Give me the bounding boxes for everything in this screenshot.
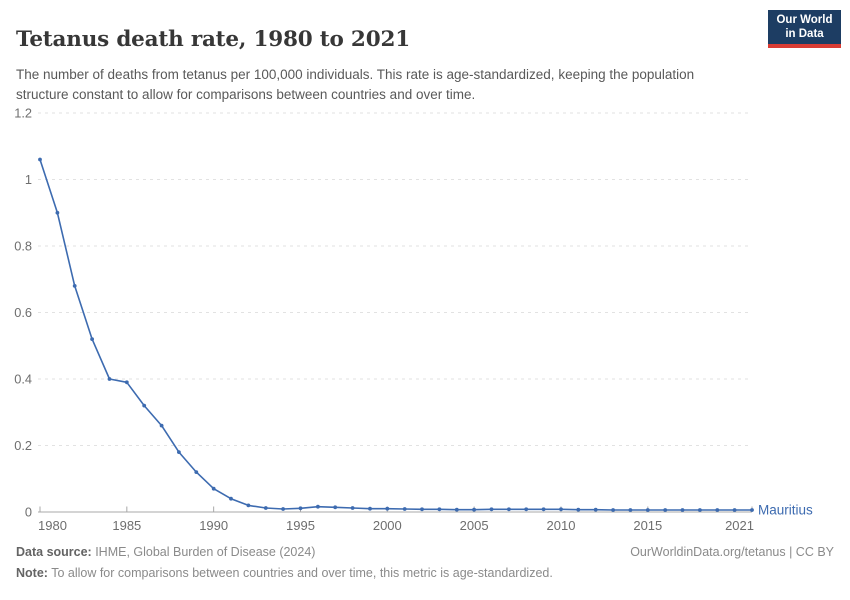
x-tick-label: 2005 [460,518,489,533]
y-tick-label: 0.8 [14,239,32,254]
x-tick-label: 2000 [373,518,402,533]
page-title: Tetanus death rate, 1980 to 2021 [16,27,410,53]
y-axis-labels: 0 0.2 0.4 0.6 0.8 1 1.2 [14,106,32,520]
data-point[interactable] [142,403,147,408]
data-point[interactable] [472,507,476,512]
data-point[interactable] [524,507,529,512]
data-point[interactable] [420,507,424,512]
y-tick-label: 1.2 [14,106,32,121]
data-point[interactable] [489,507,494,512]
data-points-mauritius [38,157,754,512]
footer-rights[interactable]: OurWorldinData.org/tetanus | CC BY [630,545,834,559]
x-tick-label: 2010 [547,518,576,533]
x-tick-label: 1985 [112,518,141,533]
data-point[interactable] [38,157,42,162]
data-point[interactable] [715,508,720,512]
data-point[interactable] [454,507,459,512]
data-point[interactable] [576,507,581,512]
data-point[interactable] [55,210,60,215]
data-point[interactable] [368,506,372,511]
footer-datasource-label: Data source: [16,545,92,559]
owid-logo[interactable]: Our World in Data [768,10,841,48]
data-point[interactable] [645,508,650,512]
data-point[interactable] [298,506,303,511]
data-point[interactable] [611,508,615,512]
line-mauritius[interactable] [39,158,753,511]
y-tick-label: 0.6 [14,305,32,320]
footer-datasource-value: IHME, Global Burden of Disease (2024) [91,545,316,559]
data-point[interactable] [194,470,199,474]
data-point[interactable] [628,508,633,512]
data-point[interactable] [72,284,77,288]
data-point[interactable] [211,486,216,491]
data-point[interactable] [124,380,129,385]
data-point[interactable] [90,337,94,341]
data-point[interactable] [177,450,181,454]
data-point[interactable] [559,507,563,512]
owid-logo-line2: in Data [785,28,824,40]
line-chart: 0 0.2 0.4 0.6 0.8 1 1.2 1980 1985 1990 1995 2000 200… [14,106,813,534]
footer-note-label: Note: [16,566,48,580]
data-point[interactable] [229,496,233,501]
data-point[interactable] [350,506,355,510]
footer-note-value: To allow for comparisons between countri… [47,566,553,580]
series-label-mauritius[interactable]: Mauritius [758,503,813,518]
y-tick-label: 0.4 [14,372,32,387]
data-point[interactable] [541,507,546,512]
data-point[interactable] [732,508,737,512]
data-point[interactable] [437,507,442,512]
page-subtitle: The number of deaths from tetanus per 10… [16,66,695,102]
data-point[interactable] [507,507,511,512]
data-point[interactable] [246,503,251,508]
y-tick-label: 0.2 [14,438,32,453]
x-tick-label: 1990 [199,518,228,533]
x-axis-labels: 1980 1985 1990 1995 2000 2005 2010 2015 2021 [38,518,754,533]
data-point[interactable] [663,508,668,512]
data-point[interactable] [385,506,390,511]
data-point[interactable] [107,377,112,381]
data-point[interactable] [281,507,285,511]
x-tick-label: 1980 [38,518,67,533]
x-tick-label: 2015 [633,518,662,533]
y-tick-label: 0 [25,505,32,520]
y-tick-label: 1 [25,172,32,187]
data-point[interactable] [680,508,685,512]
data-point[interactable] [402,507,407,511]
data-point[interactable] [593,507,598,512]
footer-datasource: Data source: IHME, Global Burden of Dise… [16,545,315,559]
data-point[interactable] [263,506,268,510]
data-point[interactable] [698,508,702,512]
data-point[interactable] [316,504,320,509]
data-point[interactable] [159,423,164,428]
owid-logo-line1: Our World [776,13,833,26]
x-tick-label: 2021 [725,518,754,533]
x-tick-label: 1995 [286,518,315,533]
data-point[interactable] [333,505,338,510]
gridlines [38,112,752,446]
data-point[interactable] [750,508,754,512]
footer-note: Note: To allow for comparisons between c… [16,566,553,580]
